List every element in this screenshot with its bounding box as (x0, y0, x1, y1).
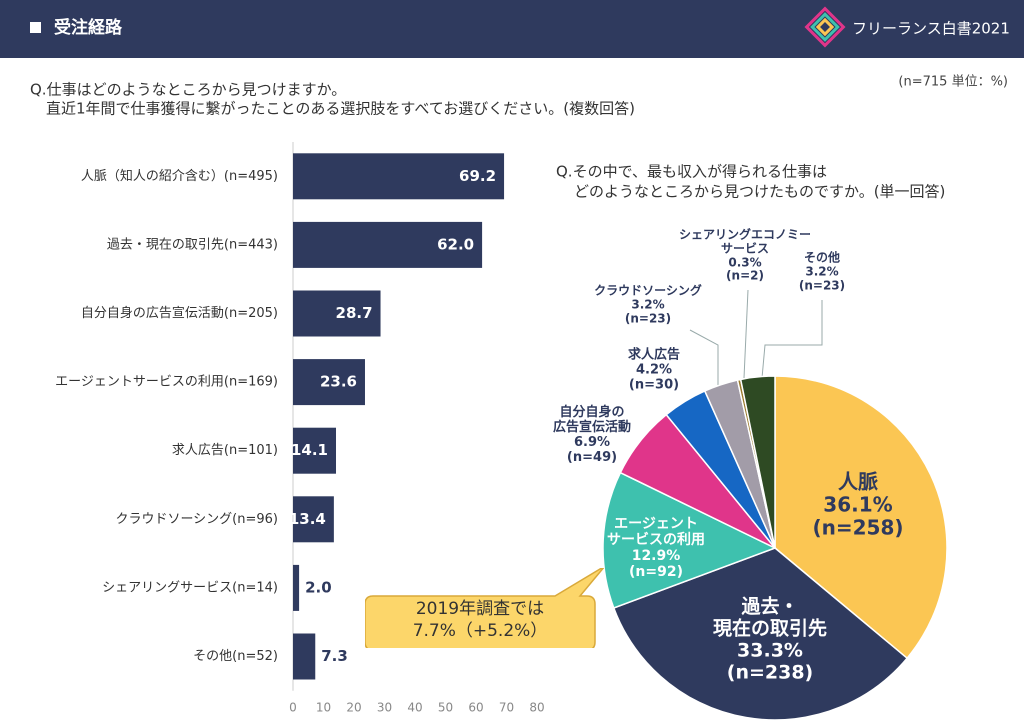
slice-label: その他 3.2% (n=23) (799, 251, 845, 292)
y-tick-label: その他(n=52) (193, 649, 278, 664)
value-label: 13.4 (289, 510, 326, 528)
bar (293, 633, 316, 680)
slice-value: 36.1% (823, 492, 893, 517)
slice-label: 人脈 36.1% (n=258) (812, 469, 904, 540)
value-label: 62.0 (437, 235, 474, 253)
pie-slice (612, 547, 909, 721)
y-tick-label: シェアリングサービス(n=14) (102, 580, 278, 595)
brand: フリーランス白書2021 (852, 20, 1010, 38)
header-bar (0, 0, 1024, 58)
callout: 2019年調査では 7.7%（+5.2%） (365, 568, 605, 654)
slice-value: 33.3% (737, 639, 803, 661)
y-tick-label: 人脈（知人の紹介含む）(n=495) (81, 168, 278, 184)
pie-slice (602, 471, 777, 609)
value-label: 23.6 (320, 373, 357, 391)
x-tick-label: 80 (529, 701, 544, 715)
slice-count: (n=238) (726, 660, 814, 683)
value-label: 69.2 (459, 167, 496, 185)
slice-count: (n=2) (726, 268, 764, 283)
slice-name: その他 (803, 250, 841, 265)
x-tick-label: 30 (377, 701, 392, 715)
pie-question: Q.その中で、最も収入が得られる仕事は (556, 163, 827, 181)
slice-label: 自分自身の 広告宣伝活動 6.9% (n=49) (552, 405, 632, 466)
slice-value: 3.2% (631, 297, 665, 312)
bar (293, 153, 505, 200)
slice-count: (n=23) (798, 277, 846, 292)
slice-name: シェアリングエコノミー サービス (678, 227, 812, 256)
header-title: 受注経路 (54, 17, 123, 38)
slice-value: 3.2% (805, 264, 839, 279)
y-tick-label: クラウドソーシング(n=96) (115, 512, 278, 527)
slice-count: (n=49) (566, 449, 618, 465)
slice-name: 求人広告 (627, 347, 681, 363)
x-tick-label: 20 (346, 701, 361, 715)
slice-name: 過去・ 現在の取引先 (712, 595, 828, 640)
pie-slice (774, 375, 948, 660)
slice-label: 過去・ 現在の取引先 33.3% (n=238) (712, 595, 828, 683)
y-tick-label: 自分自身の広告宣伝活動(n=205) (81, 305, 278, 321)
bar (293, 496, 334, 543)
slice-label: エージェント サービスの利用 12.9% (n=92) (607, 516, 705, 580)
x-tick-label: 40 (407, 701, 422, 715)
y-tick-label: エージェントサービスの利用(n=169) (55, 375, 278, 390)
callout-text: 2019年調査では 7.7%（+5.2%） (412, 599, 548, 642)
value-label: 2.0 (305, 578, 332, 596)
y-tick-label: 求人広告(n=101) (172, 443, 278, 458)
pie-slice (739, 375, 776, 549)
value-label: 28.7 (336, 304, 373, 322)
bar (293, 427, 337, 474)
note: (n=715 単位：%) (898, 74, 1008, 90)
header-bullet (30, 22, 41, 33)
value-label: 7.3 (321, 647, 348, 665)
slice-count: (n=30) (628, 377, 680, 393)
slice-count: (n=92) (629, 564, 683, 581)
slice-count: (n=258) (812, 515, 904, 540)
bar (293, 359, 365, 406)
y-tick-label: 過去・現在の取引先(n=443) (107, 237, 278, 252)
slice-value: 4.2% (635, 362, 673, 378)
question: Q.仕事はどのようなところから見つけますか。 (30, 81, 346, 99)
slice-name: 人脈 (838, 469, 878, 494)
x-tick-label: 60 (468, 701, 483, 715)
x-tick-label: 50 (438, 701, 453, 715)
x-tick-label: 10 (316, 701, 331, 715)
x-tick-label: 0 (289, 701, 297, 715)
bar (293, 221, 483, 268)
slice-name: クラウドソーシング (594, 283, 702, 298)
value-label: 14.1 (291, 441, 328, 459)
bar (293, 564, 300, 611)
question: 直近1年間で仕事獲得に繋がったことのある選択肢をすべてお選びください。(複数回答… (46, 100, 635, 118)
logo (804, 6, 846, 48)
slice-label: 求人広告 4.2% (n=30) (627, 347, 681, 394)
slice-value: 6.9% (573, 435, 611, 450)
slice-count: (n=23) (624, 310, 672, 325)
slice-name: 自分自身の 広告宣伝活動 (552, 405, 632, 436)
slice-value: 0.3% (728, 255, 762, 269)
slice-name: エージェント サービスの利用 (607, 515, 705, 548)
x-tick-label: 70 (499, 701, 514, 715)
callout-shape (365, 568, 605, 648)
pie-question: どのようなところから見つけたものですか。(単一回答) (574, 183, 945, 201)
slice-label: クラウドソーシング 3.2% (n=23) (594, 284, 702, 325)
leader-lines (689, 289, 823, 385)
slice-label: シェアリングエコノミー サービス 0.3% (n=2) (679, 228, 811, 283)
slice-value: 12.9% (631, 548, 681, 564)
bar (293, 290, 381, 337)
